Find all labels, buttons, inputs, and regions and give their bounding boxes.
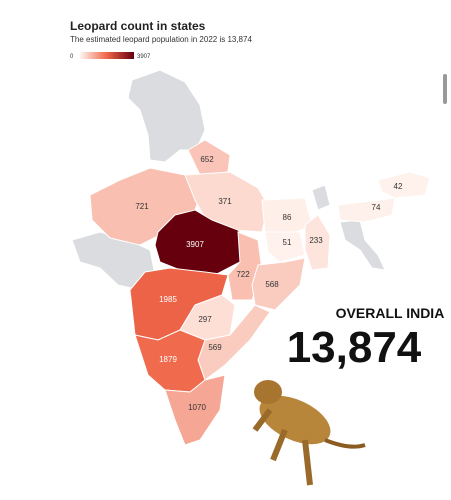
region-label: 722 bbox=[236, 270, 250, 279]
region bbox=[187, 139, 231, 176]
region-label: 3907 bbox=[186, 240, 204, 249]
region-labels: 652 721 371 86 42 74 3907 51 233 722 568 1985 297 569… bbox=[135, 155, 403, 412]
region-label: 1879 bbox=[159, 355, 177, 364]
regions bbox=[89, 139, 431, 446]
legend-bar bbox=[80, 52, 134, 59]
callout-label: OVERALL INDIA bbox=[336, 305, 445, 321]
region bbox=[337, 197, 396, 223]
region bbox=[261, 197, 313, 236]
region-label: 74 bbox=[372, 203, 381, 212]
region bbox=[164, 374, 226, 446]
region bbox=[134, 329, 206, 393]
region bbox=[304, 214, 331, 271]
region-label: 86 bbox=[283, 213, 292, 222]
scrollbar bbox=[443, 74, 447, 104]
region-label: 297 bbox=[198, 315, 212, 324]
no-data-region bbox=[311, 184, 331, 211]
region-label: 1070 bbox=[188, 403, 206, 412]
callout-total: 13,874 bbox=[287, 323, 422, 372]
title: Leopard count in states bbox=[70, 19, 206, 33]
no-data-region bbox=[339, 219, 386, 271]
region-label: 652 bbox=[200, 155, 214, 164]
legend-min: 0 bbox=[70, 54, 74, 60]
region bbox=[377, 171, 431, 199]
region-label: 371 bbox=[218, 197, 232, 206]
no-data-regions bbox=[71, 69, 386, 291]
region-label: 1985 bbox=[159, 295, 177, 304]
region-label: 721 bbox=[135, 202, 149, 211]
region bbox=[264, 231, 306, 263]
leopard-illustration bbox=[252, 380, 366, 486]
legend-max: 3907 bbox=[137, 54, 151, 60]
region bbox=[251, 257, 306, 311]
no-data-region bbox=[127, 69, 206, 163]
region-label: 42 bbox=[394, 182, 403, 191]
region-label: 568 bbox=[265, 280, 279, 289]
subtitle: The estimated leopard population in 2022… bbox=[70, 35, 252, 44]
region-label: 51 bbox=[283, 238, 292, 247]
region-label: 233 bbox=[309, 236, 323, 245]
region-label: 569 bbox=[208, 343, 222, 352]
